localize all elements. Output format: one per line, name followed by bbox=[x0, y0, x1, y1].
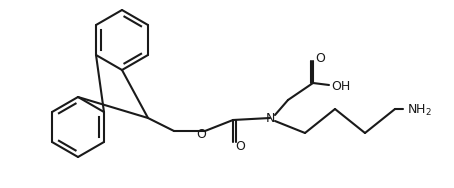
Text: OH: OH bbox=[331, 80, 350, 93]
Text: O: O bbox=[235, 140, 245, 153]
Text: O: O bbox=[315, 52, 325, 65]
Text: NH$_2$: NH$_2$ bbox=[407, 102, 432, 118]
Text: O: O bbox=[196, 129, 206, 142]
Text: N: N bbox=[265, 112, 275, 126]
